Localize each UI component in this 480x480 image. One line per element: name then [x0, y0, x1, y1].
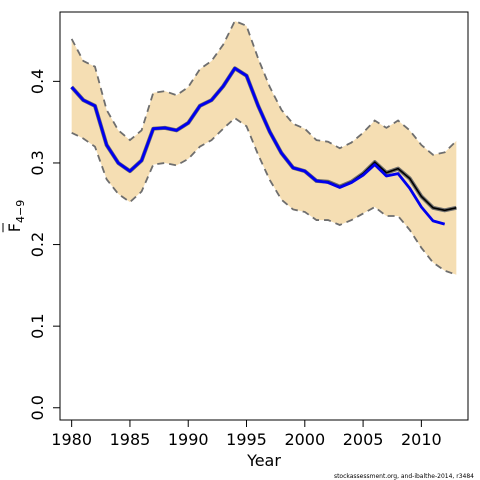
lower-bound-line: [71, 116, 457, 276]
y-axis-title-main: F: [5, 223, 24, 232]
y-axis-title: F4−9: [5, 200, 27, 232]
x-axis: 1980 1985 1990 1995 2000 2005 2010: [51, 420, 442, 449]
x-axis-title: Year: [246, 451, 281, 470]
confidence-band-fill: [71, 20, 457, 275]
x-tick-label: 1990: [168, 430, 209, 449]
y-tick-label: 0.1: [28, 313, 47, 338]
y-tick-label: 0.4: [28, 69, 47, 94]
y-tick-label: 0.2: [28, 232, 47, 257]
x-tick-label: 2005: [343, 430, 384, 449]
y-tick-label: 0.0: [28, 395, 47, 420]
series-lines: [70, 66, 457, 226]
x-tick-label: 1980: [51, 430, 92, 449]
confidence-band: [70, 19, 457, 276]
y-tick-label: 0.3: [28, 150, 47, 175]
y-axis-title-subscript: 4−9: [14, 200, 27, 223]
svg-text:F4−9: F4−9: [5, 200, 27, 232]
plot-frame: [59, 11, 469, 421]
y-axis: 0.0 0.1 0.2 0.3 0.4: [28, 69, 60, 420]
credit-text: stockassessment.org, and-ibalthe-2014, r…: [334, 473, 474, 480]
estimate-highlighted-line: [70, 66, 446, 226]
x-tick-label: 1995: [226, 430, 267, 449]
x-tick-label: 1985: [110, 430, 151, 449]
x-tick-label: 2000: [284, 430, 325, 449]
x-tick-label: 2010: [401, 430, 442, 449]
